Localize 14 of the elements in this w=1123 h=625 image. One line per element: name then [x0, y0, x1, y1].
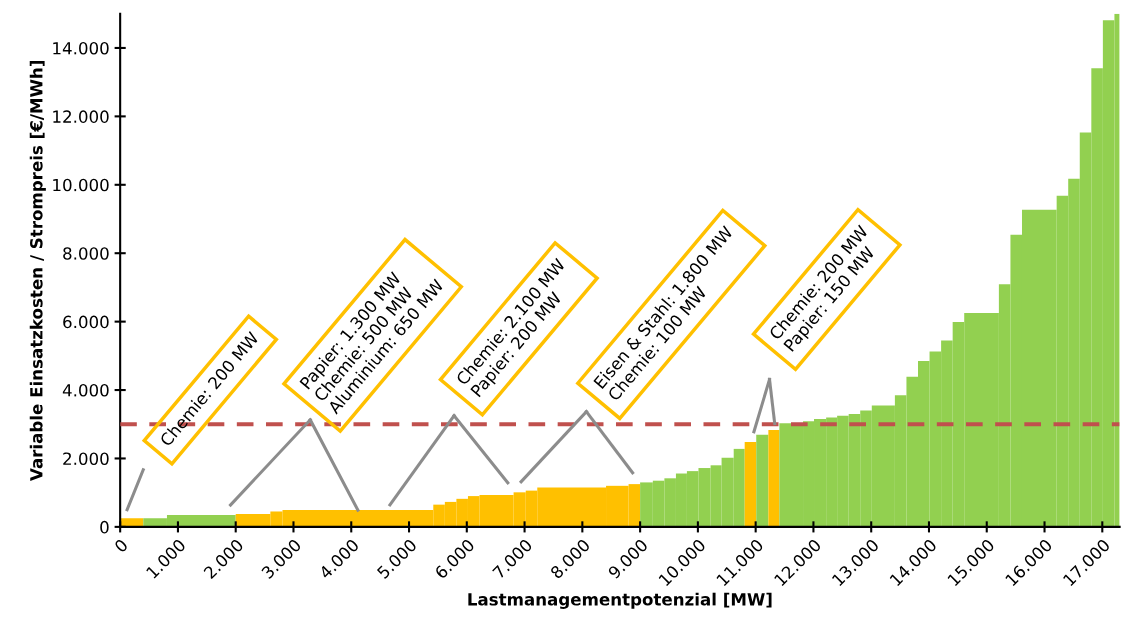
y-axis-title: Variable Einsatzkosten / Strompreis [€/MWh] [29, 61, 46, 481]
x-tick-label: 0 [113, 538, 129, 554]
y-tick-label: 12.000 [53, 110, 109, 123]
y-tick-label: 8.000 [63, 247, 109, 260]
y-tick-label: 2.000 [63, 452, 109, 466]
bar [768, 430, 780, 527]
y-tick-label: 10.000 [53, 178, 109, 192]
y-tick-label: 6.000 [63, 315, 109, 329]
y-tick-label: 0 [100, 520, 109, 534]
bar [744, 442, 757, 527]
y-tick-label: 14.000 [53, 41, 109, 55]
bar [756, 434, 769, 527]
y-tick-label: 4.000 [62, 384, 109, 397]
x-axis-title: Lastmanagementpotenzial [MW] [468, 592, 772, 609]
